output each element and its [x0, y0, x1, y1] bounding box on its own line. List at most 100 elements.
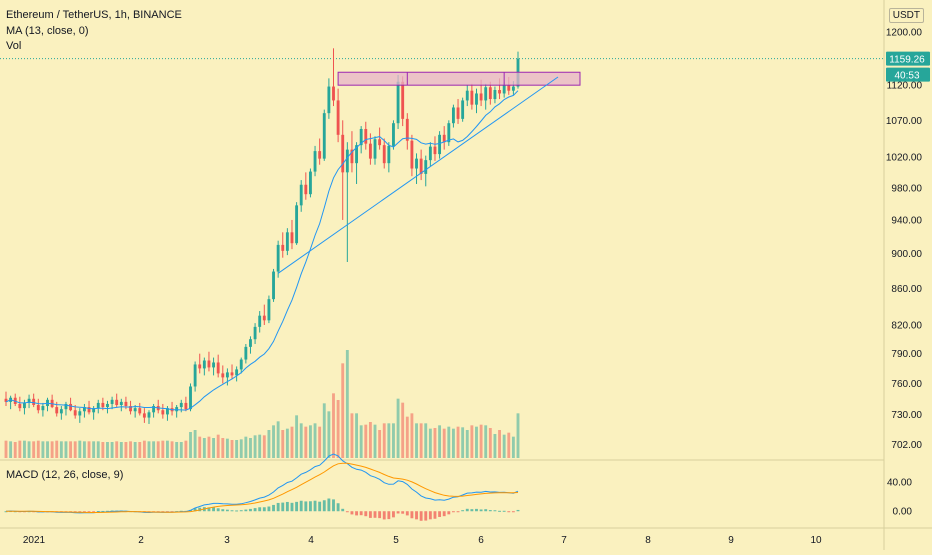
volume-bar: [382, 423, 386, 458]
candle-body: [184, 402, 188, 410]
volume-bar: [387, 423, 391, 458]
volume-bar: [350, 413, 354, 458]
volume-indicator-label[interactable]: Vol: [6, 40, 22, 52]
macd-histogram-bar: [101, 510, 105, 512]
candle-body: [198, 364, 202, 369]
macd-histogram-bar: [470, 509, 474, 512]
currency-badge[interactable]: USDT: [888, 8, 924, 23]
volume-bar: [488, 428, 492, 458]
symbol-title: Ethereum / TetherUS, 1h, BINANCE: [6, 9, 182, 21]
volume-bar: [355, 413, 358, 458]
macd-histogram-bar: [239, 510, 243, 512]
candle-body: [281, 244, 285, 251]
volume-bar: [13, 442, 17, 458]
x-axis-tick-label: 10: [810, 535, 822, 546]
volume-bar: [276, 421, 280, 458]
macd-indicator-label[interactable]: MACD (12, 26, close, 9): [6, 469, 124, 481]
macd-histogram-bar: [502, 510, 506, 512]
candle-body: [304, 184, 308, 195]
macd-histogram-bar: [212, 507, 215, 512]
macd-histogram-bar: [442, 511, 446, 517]
candle-body: [4, 398, 8, 402]
volume-bar: [96, 441, 100, 458]
volume-bar: [428, 428, 432, 458]
volume-bar: [161, 440, 165, 458]
macd-histogram-bar: [193, 508, 197, 512]
macd-histogram-bar: [465, 508, 469, 512]
macd-histogram-bar: [106, 510, 109, 512]
volume-bar: [396, 398, 400, 458]
macd-histogram-bar: [290, 502, 294, 512]
volume-bar: [193, 430, 197, 458]
volume-bar: [78, 440, 82, 458]
volume-bar: [73, 441, 77, 458]
y-axis-tick-label: 760.00: [891, 379, 922, 390]
volume-bar: [230, 440, 234, 458]
macd-histogram-bar: [322, 500, 326, 512]
candle-body: [207, 360, 211, 368]
volume-bar: [119, 442, 123, 458]
volume-bar: [216, 434, 220, 458]
volume-group: [4, 350, 520, 458]
candle-body: [73, 410, 77, 416]
candle-body: [392, 123, 395, 146]
candle-body: [295, 205, 299, 244]
candle-body: [498, 90, 501, 94]
candle-body: [405, 118, 409, 141]
volume-bar: [152, 441, 156, 458]
volume-bar: [87, 441, 91, 458]
volume-bar: [401, 402, 405, 458]
macd-line: [5, 453, 519, 514]
candle-body: [64, 403, 68, 410]
candle-body: [175, 407, 179, 412]
macd-histogram-bar: [345, 511, 349, 513]
candle-body: [110, 399, 114, 404]
volume-bar: [32, 441, 36, 458]
volume-bar: [170, 441, 174, 458]
candle-body: [244, 346, 248, 360]
volume-bar: [322, 403, 326, 458]
volume-bar: [225, 438, 229, 458]
macd-histogram-bar: [396, 511, 400, 514]
x-axis-tick-label: 6: [478, 535, 484, 546]
candle-body: [507, 85, 511, 91]
candle-body: [239, 359, 243, 370]
y-axis-tick-label: 900.00: [891, 249, 922, 260]
candle-body: [166, 408, 169, 415]
candle-body: [92, 408, 96, 413]
volume-bar: [9, 441, 13, 458]
candle-body: [142, 413, 146, 418]
candle-body: [484, 87, 488, 101]
candle-body: [106, 403, 109, 408]
macd-histogram-bar: [309, 501, 312, 512]
x-axis-tick-label: 7: [561, 535, 567, 546]
macd-histogram-bar: [387, 511, 391, 520]
volume-bar: [46, 441, 49, 458]
macd-histogram-bar: [272, 504, 275, 512]
ma-indicator-label[interactable]: MA (13, close, 0): [6, 25, 89, 37]
volume-bar: [484, 425, 488, 458]
macd-histogram-bar: [475, 508, 478, 512]
candle-body: [96, 402, 100, 409]
macd-histogram-bar: [382, 511, 386, 520]
volume-bar: [461, 427, 465, 458]
macd-histogram-bar: [295, 501, 299, 512]
candle-body: [138, 408, 142, 414]
volume-bar: [258, 434, 262, 458]
candle-body: [69, 403, 73, 411]
macd-histogram-bar: [262, 507, 266, 512]
macd-histogram-bar: [447, 511, 451, 515]
candle-body: [341, 134, 345, 173]
candle-body: [433, 146, 437, 155]
candle-body: [272, 271, 275, 300]
volume-bar: [133, 442, 137, 458]
macd-histogram-bar: [327, 498, 331, 512]
volume-bar: [479, 424, 483, 458]
candle-body: [387, 145, 391, 164]
candle-body: [461, 100, 465, 119]
candle-body: [129, 406, 132, 412]
macd-histogram-bar: [350, 511, 354, 515]
macd-histogram-bar: [511, 511, 515, 513]
